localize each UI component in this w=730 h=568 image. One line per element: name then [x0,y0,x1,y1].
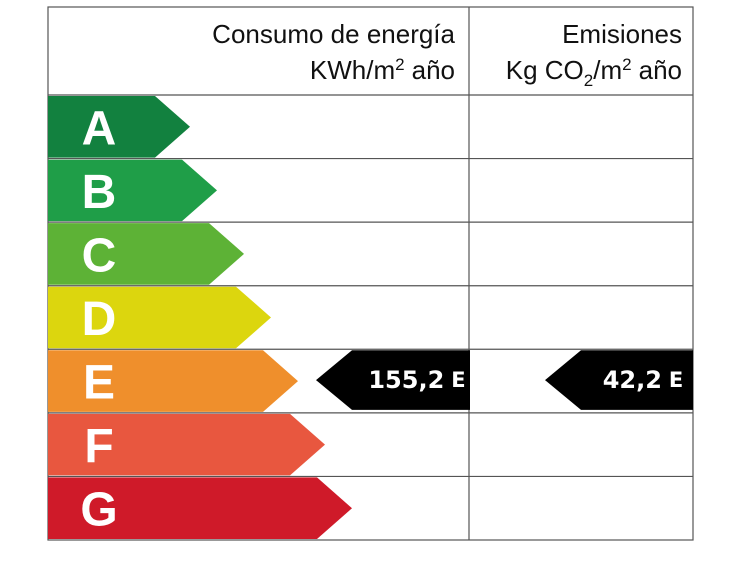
indicator-value: 155,2 [368,366,444,394]
rating-arrow [48,159,217,222]
rating-indicator [545,350,693,410]
rating-letter: C [82,229,117,282]
energy-unit: KWh/m2 año [310,55,455,85]
rating-arrow [48,413,325,476]
unit-part: KWh/m [310,55,395,85]
unit-sub: 2 [584,71,593,90]
rating-arrow [48,223,244,285]
emissions-unit: Kg CO2/m2 año [506,55,682,90]
rating-indicator [316,350,470,410]
unit-part: Kg CO [506,55,584,85]
rating-letter: E [83,357,115,410]
unit-sup: 2 [395,55,404,74]
emissions-title: Emisiones [562,19,682,49]
unit-part: año [639,55,682,85]
indicator-text: 155,2 E [368,366,465,394]
rating-arrow [48,350,298,412]
indicator-text: 42,2 E [603,366,684,394]
rating-letter: F [84,420,113,473]
rating-letter: G [80,484,117,537]
rating-arrow [48,477,352,539]
rating-letter: B [82,166,117,219]
indicator-rating: E [669,368,683,392]
rating-arrow [48,96,190,158]
unit-sup: 2 [622,55,631,74]
unit-part: año [412,55,455,85]
unit-part: /m [593,55,622,85]
rating-letter: A [82,102,117,155]
energy-title: Consumo de energía [212,19,455,49]
indicator-rating: E [451,368,465,392]
indicator-value: 42,2 [603,366,662,394]
rating-arrow [48,286,271,349]
rating-letter: D [82,293,117,346]
